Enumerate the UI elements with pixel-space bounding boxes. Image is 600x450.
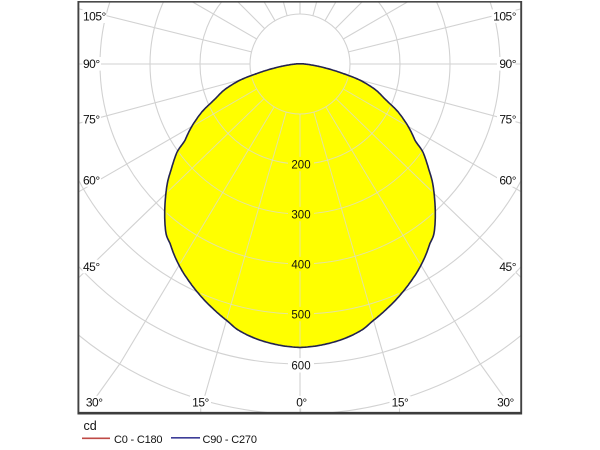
svg-text:400: 400 (291, 259, 310, 271)
svg-text:75°: 75° (499, 112, 516, 126)
svg-text:105°: 105° (493, 10, 517, 24)
svg-text:60°: 60° (499, 173, 516, 187)
svg-text:60°: 60° (83, 173, 100, 187)
svg-text:300: 300 (291, 209, 310, 221)
svg-text:75°: 75° (83, 112, 100, 126)
svg-text:15°: 15° (192, 396, 209, 410)
svg-text:0°: 0° (296, 396, 307, 410)
svg-text:30°: 30° (86, 396, 103, 410)
svg-text:45°: 45° (499, 260, 516, 274)
svg-text:45°: 45° (83, 260, 100, 274)
svg-text:200: 200 (291, 159, 310, 171)
svg-text:105°: 105° (83, 10, 107, 24)
svg-text:30°: 30° (497, 396, 514, 410)
svg-text:15°: 15° (392, 396, 409, 410)
svg-text:cd: cd (84, 419, 97, 433)
svg-text:500: 500 (291, 309, 310, 321)
svg-text:90°: 90° (499, 57, 516, 71)
svg-text:C0 - C180: C0 - C180 (114, 434, 162, 446)
svg-text:C90 - C270: C90 - C270 (203, 434, 257, 446)
svg-text:600: 600 (291, 361, 310, 373)
svg-text:90°: 90° (83, 57, 100, 71)
